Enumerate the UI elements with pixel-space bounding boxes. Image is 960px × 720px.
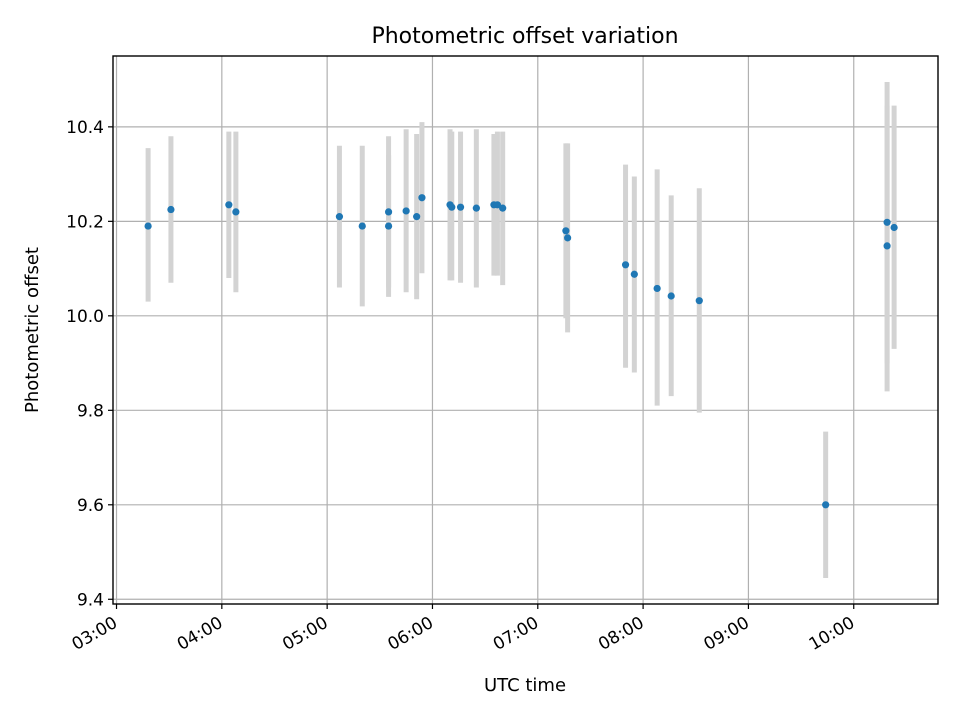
data-point [667, 292, 675, 300]
y-tick-label: 9.6 [77, 496, 104, 516]
data-point [225, 201, 233, 209]
data-point [358, 222, 366, 230]
y-tick-label: 9.4 [77, 590, 104, 610]
data-point [413, 213, 421, 221]
data-point [564, 234, 572, 242]
data-point [499, 204, 507, 212]
data-point [232, 208, 240, 216]
data-point [472, 204, 480, 212]
data-point [630, 270, 638, 278]
data-point [402, 207, 410, 215]
data-point [144, 222, 152, 230]
data-point [883, 218, 891, 226]
data-point [448, 203, 456, 211]
y-tick-label: 10.2 [66, 212, 104, 232]
data-point [562, 227, 570, 235]
data-point [822, 501, 830, 509]
data-point [493, 201, 502, 209]
data-point [384, 208, 393, 216]
y-tick-label: 10.0 [66, 307, 104, 327]
data-point [167, 205, 175, 214]
y-axis-label: Photometric offset [22, 247, 43, 413]
y-tick-label: 10.4 [66, 118, 104, 138]
data-point [418, 194, 426, 202]
x-axis-label: UTC time [484, 675, 566, 696]
data-point [335, 213, 344, 221]
data-point [456, 203, 465, 211]
plot-frame [112, 55, 939, 605]
point-layer [144, 194, 898, 509]
grid-layer [113, 56, 938, 604]
data-point [883, 242, 891, 250]
y-tick-label: 9.8 [77, 401, 104, 421]
data-point [695, 297, 703, 305]
data-point [890, 223, 898, 232]
data-point [384, 222, 393, 230]
chart-title: Photometric offset variation [371, 24, 678, 49]
data-point [653, 284, 661, 293]
data-point [621, 261, 630, 269]
